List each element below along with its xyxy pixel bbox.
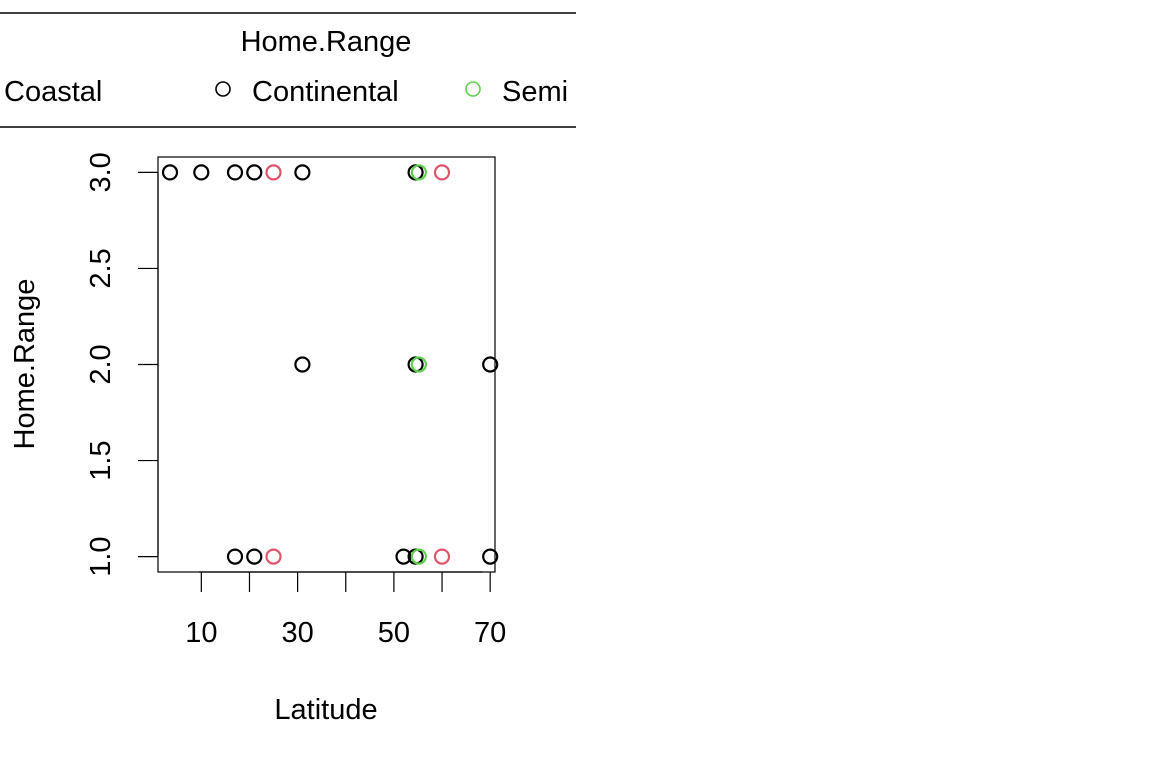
point-semi — [410, 356, 427, 373]
point-continental — [482, 356, 499, 373]
point-coastal — [433, 164, 451, 181]
plot-area — [157, 156, 499, 573]
points-layer — [161, 164, 499, 565]
x-axis: 10 30 50 70 — [185, 571, 506, 649]
x-tick-label: 10 — [185, 617, 217, 649]
x-tick-label: 70 — [474, 617, 506, 649]
point-continental — [226, 164, 244, 181]
y-tick-label: 2.5 — [85, 248, 117, 288]
legend-clip-region: Home.Range Coastal Continental Semi — [4, 26, 568, 108]
y-tick-label: 3.0 — [85, 152, 117, 192]
y-axis: 1.0 1.5 2.0 2.5 3.0 — [85, 152, 159, 577]
legend-label-coastal: Coastal — [4, 76, 102, 108]
point-continental — [482, 548, 499, 565]
legend-label-semi: Semi — [502, 76, 568, 108]
legend-label-continental: Continental — [252, 76, 399, 108]
y-tick-label: 1.5 — [85, 440, 117, 480]
legend-title: Home.Range — [241, 26, 412, 58]
y-tick-label: 2.0 — [85, 344, 117, 384]
point-continental — [246, 164, 263, 181]
legend-key-continental — [215, 81, 231, 97]
legend-key-semi — [465, 81, 481, 97]
point-continental — [226, 548, 244, 565]
y-tick-label: 1.0 — [85, 536, 117, 576]
plot-frame — [157, 156, 496, 573]
y-axis-title: Home.Range — [9, 279, 41, 450]
point-semi — [410, 164, 427, 181]
point-continental — [246, 548, 263, 565]
point-continental — [161, 164, 179, 181]
point-coastal — [265, 164, 282, 181]
point-semi — [410, 548, 427, 565]
point-coastal — [433, 548, 451, 565]
point-continental — [395, 548, 412, 565]
point-coastal — [265, 548, 282, 565]
point-continental — [193, 164, 210, 181]
legend: Home.Range Coastal Continental Semi — [0, 12, 576, 128]
x-tick-label: 30 — [281, 617, 313, 649]
point-continental — [294, 164, 311, 181]
point-continental — [294, 356, 311, 373]
x-tick-label: 50 — [378, 617, 410, 649]
x-axis-title: Latitude — [274, 694, 377, 726]
